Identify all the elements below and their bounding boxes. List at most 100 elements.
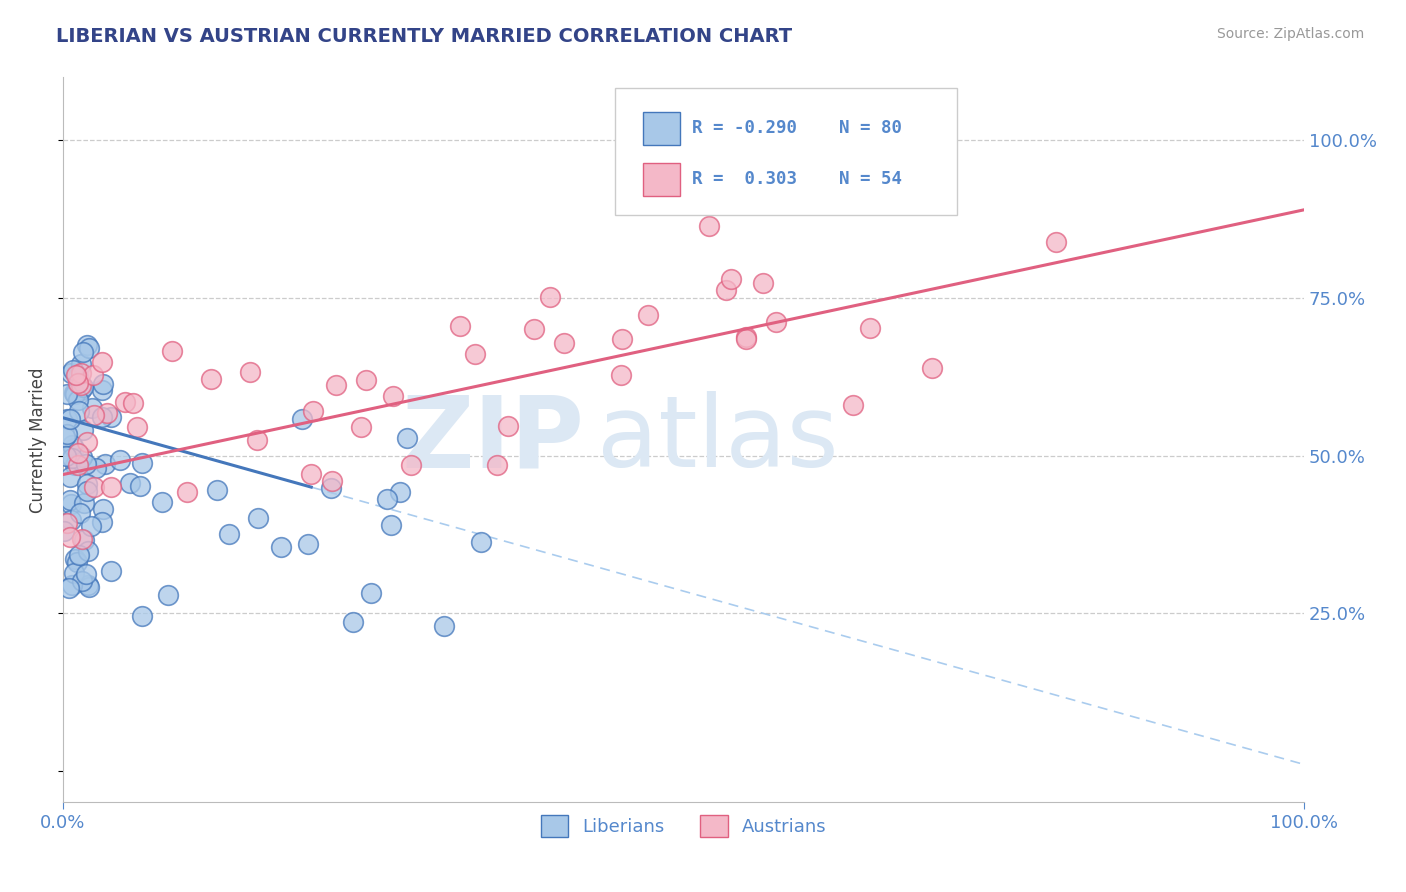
Text: atlas: atlas — [596, 392, 838, 488]
Point — [325, 378, 347, 392]
Point — [108, 453, 131, 467]
Text: R =  0.303    N = 54: R = 0.303 N = 54 — [692, 169, 903, 188]
Point — [246, 511, 269, 525]
Point — [735, 330, 758, 344]
Point — [76, 337, 98, 351]
Point — [72, 450, 94, 465]
Point — [129, 479, 152, 493]
Point — [297, 537, 319, 551]
Point — [449, 319, 471, 334]
Point — [72, 424, 94, 438]
Point — [122, 396, 145, 410]
Text: R = -0.290    N = 80: R = -0.290 N = 80 — [692, 120, 903, 137]
Legend: Liberians, Austrians: Liberians, Austrians — [533, 807, 834, 844]
Point — [921, 360, 943, 375]
Point — [360, 586, 382, 600]
Point — [62, 578, 84, 592]
Point — [62, 438, 84, 452]
Point — [66, 368, 89, 383]
Point — [76, 476, 98, 491]
Point — [55, 411, 77, 425]
Point — [84, 460, 107, 475]
Point — [56, 386, 79, 401]
Point — [697, 219, 720, 233]
Point — [73, 533, 96, 547]
Point — [67, 393, 90, 408]
Point — [523, 322, 546, 336]
Point — [162, 343, 184, 358]
Point — [69, 506, 91, 520]
Point — [380, 517, 402, 532]
Point — [76, 484, 98, 499]
Point — [270, 540, 292, 554]
Point — [76, 578, 98, 592]
Point — [63, 386, 86, 401]
Point — [131, 609, 153, 624]
Point — [63, 442, 86, 456]
Point — [350, 420, 373, 434]
Point — [401, 458, 423, 472]
Point — [464, 347, 486, 361]
Point — [100, 410, 122, 425]
Point — [59, 497, 82, 511]
Point — [69, 357, 91, 371]
Point — [80, 519, 103, 533]
Point — [70, 366, 93, 380]
Point — [83, 408, 105, 422]
Text: LIBERIAN VS AUSTRIAN CURRENTLY MARRIED CORRELATION CHART: LIBERIAN VS AUSTRIAN CURRENTLY MARRIED C… — [56, 27, 793, 45]
Point — [432, 619, 454, 633]
Point — [299, 467, 322, 482]
Point — [714, 284, 737, 298]
Text: ZIP: ZIP — [401, 392, 585, 488]
Point — [72, 344, 94, 359]
Point — [70, 377, 93, 392]
Point — [67, 446, 90, 460]
Point — [59, 492, 82, 507]
Point — [131, 456, 153, 470]
Point — [80, 401, 103, 415]
Point — [72, 574, 94, 589]
Point — [75, 457, 97, 471]
Point — [56, 426, 79, 441]
Point — [610, 368, 633, 382]
Point — [72, 532, 94, 546]
Point — [842, 398, 865, 412]
Point — [496, 418, 519, 433]
Point — [751, 276, 773, 290]
Point — [486, 458, 509, 472]
Point — [82, 368, 104, 382]
Point — [90, 410, 112, 425]
Point — [67, 458, 90, 473]
Point — [76, 435, 98, 450]
Point — [100, 564, 122, 578]
Point — [375, 492, 398, 507]
Point — [63, 458, 86, 473]
Point — [76, 543, 98, 558]
Point — [321, 481, 343, 495]
Point — [59, 366, 82, 380]
Point — [60, 450, 83, 465]
Point — [58, 581, 80, 595]
Point — [91, 502, 114, 516]
Point — [75, 567, 97, 582]
Point — [62, 363, 84, 377]
Point — [200, 372, 222, 386]
FancyBboxPatch shape — [643, 112, 681, 145]
Point — [917, 190, 939, 204]
Point — [67, 548, 90, 562]
Point — [176, 484, 198, 499]
Point — [239, 365, 262, 379]
Point — [354, 373, 377, 387]
Point — [72, 380, 94, 394]
Point — [63, 386, 86, 401]
Point — [70, 383, 93, 397]
Point — [59, 531, 82, 545]
Point — [73, 496, 96, 510]
Point — [63, 566, 86, 580]
Point — [55, 430, 77, 444]
Point — [246, 434, 269, 448]
Point — [396, 431, 419, 445]
Point — [157, 588, 180, 602]
Point — [66, 376, 89, 390]
Point — [218, 526, 240, 541]
